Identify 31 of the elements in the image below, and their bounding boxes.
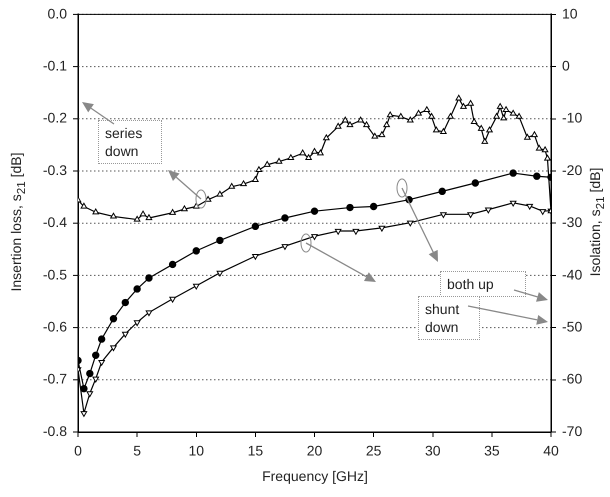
y-tick-label: -0.7 [42, 370, 68, 387]
y2-tick-label: -40 [562, 266, 582, 282]
y-tick-label: -0.6 [42, 318, 68, 334]
x-tick-label: 40 [543, 442, 559, 458]
y2-tick-label: 10 [562, 5, 578, 22]
y-tick-label: -0.8 [42, 422, 68, 439]
annotation: both up [440, 271, 526, 297]
y2-tick-label: -70 [562, 422, 582, 439]
y2-tick-label: -50 [562, 318, 582, 334]
x-tick-label: 25 [366, 442, 382, 458]
y-tick-label: -0.2 [42, 110, 68, 126]
y2-tick-label: -10 [562, 110, 582, 126]
x-tick-label: 5 [133, 442, 142, 458]
y-tick-label: -0.3 [42, 162, 68, 178]
annotation: shunt down [418, 296, 480, 340]
y2-tick-label: -20 [562, 162, 582, 178]
y2-tick-label: -30 [562, 214, 582, 230]
annotation: series down [98, 120, 162, 164]
x-tick-label: 0 [74, 442, 82, 458]
x-axis-title: Frequency [GHz] [262, 468, 368, 484]
y2-tick-label: 0 [562, 57, 570, 74]
x-tick-label: 15 [248, 442, 264, 458]
y-tick-label: 0.0 [48, 5, 68, 22]
x-tick-label: 35 [484, 442, 500, 458]
y-tick-label: -0.4 [42, 214, 68, 230]
y2-tick-label: -60 [562, 370, 582, 387]
y-tick-label: -0.5 [42, 266, 68, 282]
x-tick-label: 10 [188, 442, 204, 458]
x-tick-label: 20 [306, 442, 322, 458]
x-tick-label: 30 [424, 442, 441, 458]
y-tick-label: -0.1 [42, 57, 68, 74]
